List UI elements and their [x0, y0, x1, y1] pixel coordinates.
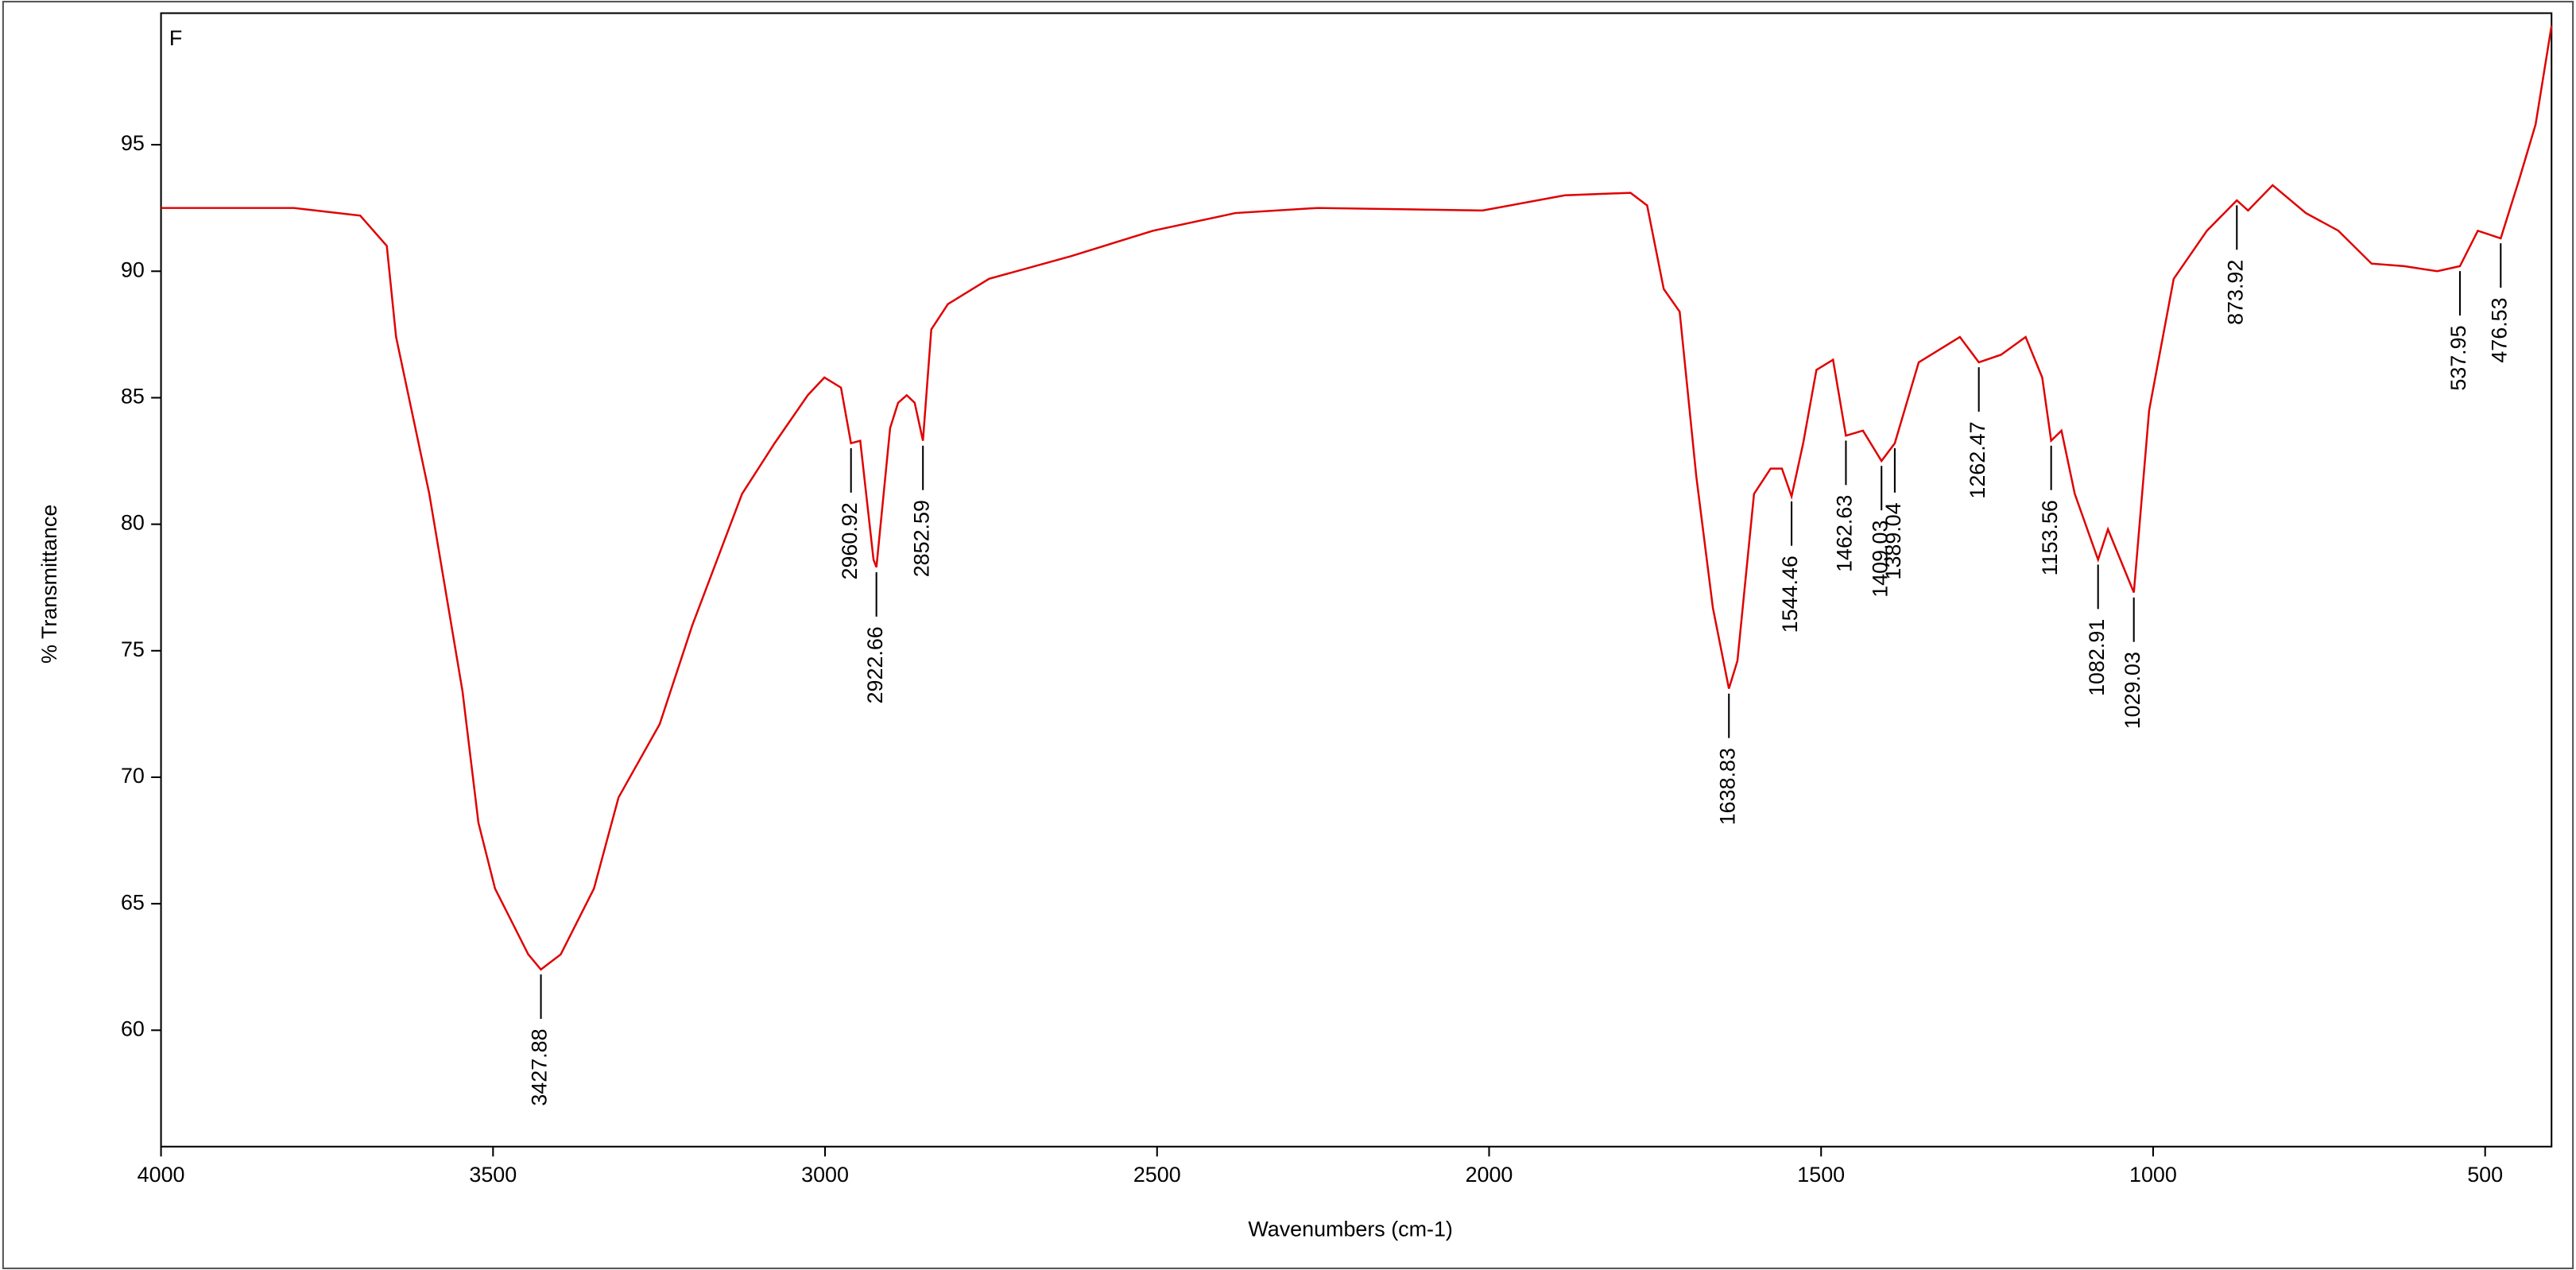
peak-label: 3427.88 — [528, 1028, 552, 1105]
x-tick-label: 3500 — [469, 1163, 517, 1187]
peak-label: 2852.59 — [909, 500, 933, 577]
peak-label: 2960.92 — [838, 502, 862, 579]
y-axis-label: % Transmittance — [37, 505, 61, 664]
peak-label: 1153.56 — [2038, 500, 2062, 575]
x-tick-label: 4000 — [138, 1163, 185, 1187]
peak-label: 476.53 — [2487, 297, 2511, 362]
peak-label: 1462.63 — [1833, 495, 1857, 572]
peak-label: 1262.47 — [1966, 421, 1989, 498]
annotation: F — [169, 26, 182, 50]
x-axis-label: Wavenumbers (cm-1) — [1248, 1217, 1453, 1241]
peak-label: 1409.03 — [1868, 521, 1892, 598]
x-tick-label: 2500 — [1133, 1163, 1181, 1187]
y-tick-label: 95 — [121, 131, 145, 155]
peak-label: 1389.04 — [1881, 502, 1905, 579]
y-tick-label: 65 — [121, 890, 145, 914]
y-tick-label: 75 — [121, 637, 145, 661]
x-tick-label: 1000 — [2129, 1163, 2177, 1187]
y-tick-label: 90 — [121, 257, 145, 281]
y-tick-label: 70 — [121, 764, 145, 788]
peak-label: 873.92 — [2223, 260, 2247, 325]
x-tick-label: 500 — [2467, 1163, 2503, 1187]
y-tick-label: 60 — [121, 1016, 145, 1040]
peak-label: 1638.83 — [1715, 748, 1739, 825]
spectrum-line — [161, 25, 2553, 971]
peak-label: 1544.46 — [1778, 556, 1802, 633]
peak-label: 537.95 — [2446, 325, 2470, 390]
x-tick-label: 1500 — [1797, 1163, 1845, 1187]
x-tick-label: 2000 — [1466, 1163, 1513, 1187]
x-tick-label: 3000 — [801, 1163, 849, 1187]
peak-label: 1029.03 — [2121, 652, 2144, 729]
peak-label: 2922.66 — [863, 626, 887, 703]
y-tick-label: 85 — [121, 385, 145, 408]
plot-area — [160, 12, 2553, 1148]
peak-label: 1082.91 — [2085, 619, 2109, 696]
y-tick-label: 80 — [121, 511, 145, 535]
